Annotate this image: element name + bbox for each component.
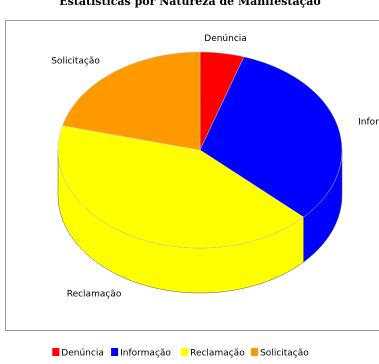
slice-label: Reclamação xyxy=(67,289,122,299)
pie-slice xyxy=(62,51,201,151)
slice-label: Informação xyxy=(358,117,379,127)
chart-title: Estatísticas por Natureza de Manifestaçã… xyxy=(59,0,321,8)
pie-slice xyxy=(199,51,245,151)
legend-swatch xyxy=(52,348,60,356)
legend-swatch xyxy=(181,348,189,356)
legend-label: Denúncia xyxy=(61,349,104,359)
legend-swatch xyxy=(111,348,119,356)
legend-swatch xyxy=(251,348,259,356)
legend: Denúncia Informação Reclamação Solicitação xyxy=(52,348,309,359)
pie-slice xyxy=(199,56,343,218)
pie: Denúncia Informação Reclamação Solicitação xyxy=(51,34,379,299)
slice-label: Denúncia xyxy=(204,34,247,44)
legend-label: Solicitação xyxy=(260,349,309,359)
legend-label: Informação xyxy=(120,349,171,359)
slice-label: Solicitação xyxy=(51,56,100,66)
pie-slice xyxy=(57,125,304,249)
legend-label: Reclamação xyxy=(190,349,245,359)
